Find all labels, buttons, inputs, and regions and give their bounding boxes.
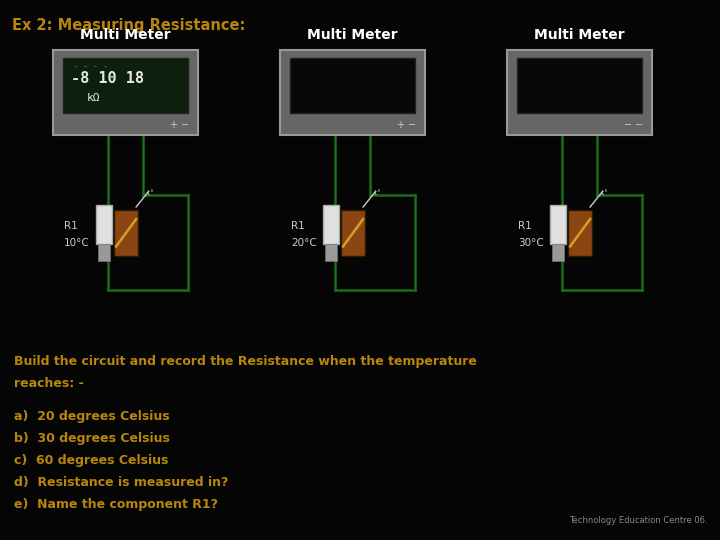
Bar: [280, 50, 425, 135]
Bar: [517, 58, 642, 113]
Bar: [290, 58, 415, 113]
Text: Technology Education Centre 06.: Technology Education Centre 06.: [570, 516, 708, 525]
Bar: [552, 244, 564, 261]
Bar: [53, 50, 198, 135]
Bar: [341, 210, 365, 255]
Bar: [507, 50, 652, 135]
Bar: [96, 205, 112, 244]
Text: R1: R1: [518, 221, 532, 231]
Text: -t°: -t°: [146, 190, 155, 196]
Text: 20°C: 20°C: [291, 239, 317, 248]
Text: − −: − −: [624, 120, 644, 130]
Text: reaches: -: reaches: -: [14, 377, 84, 390]
Text: e)  Name the component R1?: e) Name the component R1?: [14, 498, 218, 511]
Text: Multi Meter: Multi Meter: [307, 28, 397, 42]
Text: + −: + −: [170, 120, 189, 130]
Text: -t°: -t°: [373, 190, 382, 196]
Text: b)  30 degrees Celsius: b) 30 degrees Celsius: [14, 432, 170, 445]
Bar: [114, 210, 138, 255]
Text: - - - -: - - - -: [73, 62, 108, 71]
Text: -t°: -t°: [600, 190, 609, 196]
Text: Ex 2: Measuring Resistance:: Ex 2: Measuring Resistance:: [12, 18, 246, 33]
Bar: [323, 205, 339, 244]
Text: kΩ: kΩ: [87, 92, 101, 103]
Text: d)  Resistance is measured in?: d) Resistance is measured in?: [14, 476, 228, 489]
Bar: [325, 244, 337, 261]
Text: R1: R1: [64, 221, 78, 231]
Text: + −: + −: [397, 120, 416, 130]
Text: -8 10 18: -8 10 18: [71, 71, 144, 86]
Text: R1: R1: [291, 221, 305, 231]
Bar: [63, 58, 188, 113]
Bar: [568, 210, 592, 255]
Text: Multi Meter: Multi Meter: [534, 28, 624, 42]
Text: 30°C: 30°C: [518, 239, 544, 248]
Text: 10°C: 10°C: [64, 239, 90, 248]
Bar: [98, 244, 110, 261]
Text: Build the circuit and record the Resistance when the temperature: Build the circuit and record the Resista…: [14, 355, 477, 368]
Bar: [550, 205, 566, 244]
Text: Multi Meter: Multi Meter: [80, 28, 171, 42]
Text: a)  20 degrees Celsius: a) 20 degrees Celsius: [14, 410, 170, 423]
Text: c)  60 degrees Celsius: c) 60 degrees Celsius: [14, 454, 168, 467]
